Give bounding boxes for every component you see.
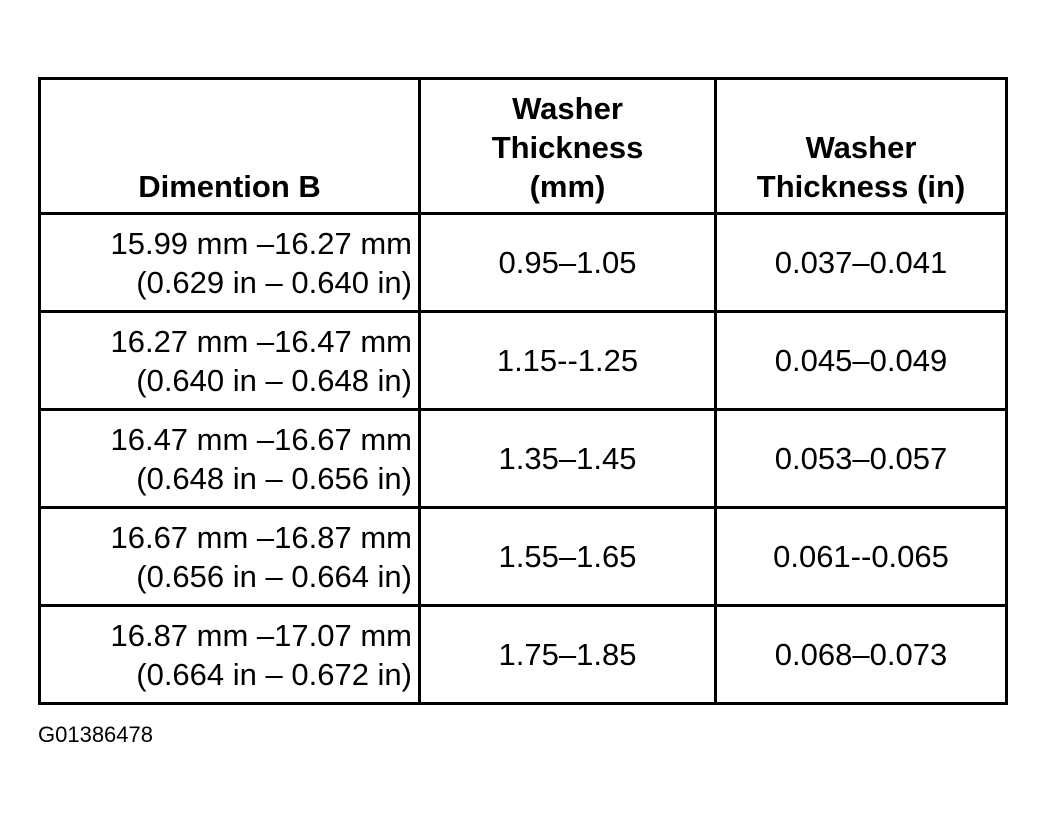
table-row: 16.87 mm –17.07 mm (0.664 in – 0.672 in) 1…: [38, 604, 1008, 705]
cell-line: Washer: [512, 91, 623, 126]
cell-line: 1.15--1.25: [496, 343, 639, 378]
cell-line: Dimention B: [138, 169, 321, 204]
cell-line: 0.061--0.065: [773, 539, 949, 574]
table-cell: 0.037–0.041: [714, 212, 1008, 313]
cell-line: 15.99 mm –16.27 mm: [110, 225, 412, 261]
cell-line: 16.67 mm –16.87 mm: [110, 519, 412, 555]
cell-line: 0.068–0.073: [774, 637, 948, 672]
table-cell: 0.95–1.05: [418, 212, 717, 313]
table-cell: 16.67 mm –16.87 mm (0.656 in – 0.664 in): [38, 506, 421, 607]
cell-line: 16.47 mm –16.67 mm: [110, 421, 412, 457]
table-cell: 16.47 mm –16.67 mm (0.648 in – 0.656 in): [38, 408, 421, 509]
table-cell: 1.15--1.25: [418, 310, 717, 411]
cell-line: (0.640 in – 0.648 in): [136, 362, 412, 398]
cell-line: 0.053–0.057: [774, 441, 948, 476]
washer-table: Dimention B Washer Thickness (mm) Washer Thic…: [38, 77, 1008, 705]
header-row: Dimention B Washer Thickness (mm) Washer Thic…: [38, 77, 1008, 215]
header-cell: Washer Thickness (mm): [418, 77, 717, 215]
cell-line: 0.045–0.049: [774, 343, 948, 378]
table-row: 16.67 mm –16.87 mm (0.656 in – 0.664 in) 1…: [38, 506, 1008, 607]
cell-line: Washer: [805, 130, 917, 165]
cell-line: 1.55–1.65: [498, 539, 637, 574]
table-row: 16.27 mm –16.47 mm (0.640 in – 0.648 in) 1…: [38, 310, 1008, 411]
header-cell: Dimention B: [38, 77, 421, 215]
cell-line: Thickness (in): [756, 169, 966, 204]
cell-line: 16.87 mm –17.07 mm: [110, 617, 412, 653]
cell-line: (0.656 in – 0.664 in): [136, 558, 412, 594]
cell-line: 1.75–1.85: [498, 637, 637, 672]
table-row: 15.99 mm –16.27 mm (0.629 in – 0.640 in) 0…: [38, 212, 1008, 313]
table-cell: 16.27 mm –16.47 mm (0.640 in – 0.648 in): [38, 310, 421, 411]
table-cell: 1.55–1.65: [418, 506, 717, 607]
header-cell: Washer Thickness (in): [714, 77, 1008, 215]
cell-line: 1.35–1.45: [498, 441, 637, 476]
cell-line: (0.629 in – 0.640 in): [136, 264, 412, 300]
figure-code: G01386478: [38, 722, 153, 747]
cell-line: Thickness: [491, 130, 644, 165]
table-cell: 16.87 mm –17.07 mm (0.664 in – 0.672 in): [38, 604, 421, 705]
cell-line: 16.27 mm –16.47 mm: [110, 323, 412, 359]
cell-line: (0.664 in – 0.672 in): [136, 656, 412, 692]
table-cell: 15.99 mm –16.27 mm (0.629 in – 0.640 in): [38, 212, 421, 313]
cell-line: 0.037–0.041: [774, 245, 948, 280]
cell-line: (0.648 in – 0.656 in): [136, 460, 412, 496]
table-cell: 1.75–1.85: [418, 604, 717, 705]
table-cell: 1.35–1.45: [418, 408, 717, 509]
table-cell: 0.053–0.057: [714, 408, 1008, 509]
table-cell: 0.061--0.065: [714, 506, 1008, 607]
cell-line: (mm): [529, 169, 606, 204]
table-cell: 0.045–0.049: [714, 310, 1008, 411]
table-cell: 0.068–0.073: [714, 604, 1008, 705]
cell-line: 0.95–1.05: [498, 245, 637, 280]
table-row: 16.47 mm –16.67 mm (0.648 in – 0.656 in) 1…: [38, 408, 1008, 509]
